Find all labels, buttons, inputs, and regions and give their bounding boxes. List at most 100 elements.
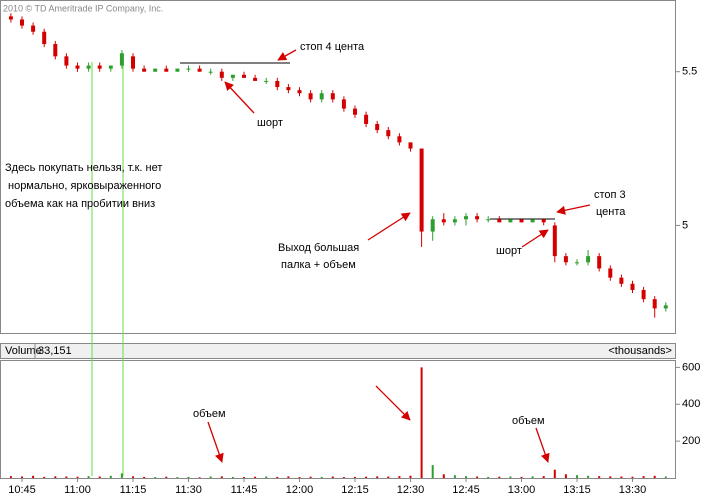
volume-bar <box>32 475 35 478</box>
candle-body <box>64 56 69 66</box>
candle-body <box>475 216 480 220</box>
volume-bar <box>653 475 656 478</box>
candle-body <box>541 219 546 223</box>
volume-bar <box>354 476 356 478</box>
candle-body <box>397 136 402 143</box>
volume-bar <box>376 476 379 478</box>
candle-body <box>108 65 113 69</box>
candle-body <box>619 277 624 284</box>
arrow <box>277 49 297 61</box>
candle-body <box>31 25 36 32</box>
candle-body <box>186 68 191 70</box>
x-tick-label: 12:00 <box>286 484 314 496</box>
candle-body <box>175 68 180 72</box>
x-tick-label: 13:15 <box>563 484 591 496</box>
annotation: цента <box>596 206 626 218</box>
candle-body <box>308 93 313 100</box>
volume-bar <box>98 476 101 478</box>
candle-body <box>264 80 269 82</box>
volume-bar <box>531 476 534 478</box>
candle-body <box>663 305 668 309</box>
volume-bar <box>132 476 134 478</box>
volume-bar <box>76 476 79 478</box>
volume-bar <box>453 475 456 478</box>
candle-body <box>375 123 380 131</box>
candle-body <box>652 299 657 309</box>
volume-bar <box>564 474 567 478</box>
candle-body <box>153 68 158 72</box>
arrow <box>535 427 550 463</box>
x-tick-label: 13:30 <box>619 484 647 496</box>
candle-body <box>341 99 346 109</box>
volume-last: 33,151 <box>38 345 72 357</box>
candle-body <box>430 219 435 232</box>
candle-body <box>641 289 646 300</box>
volume-bar <box>231 476 234 478</box>
candle-body <box>208 71 213 73</box>
annotation: Здесь покупать нельзя, т.к. нет <box>5 162 162 174</box>
candle-body <box>408 142 413 149</box>
volume-bar <box>664 476 667 478</box>
arrow <box>367 212 411 241</box>
candle-body <box>253 77 258 81</box>
volume-bar <box>276 476 279 478</box>
volume-bar <box>87 476 90 478</box>
volume-bar <box>620 476 623 478</box>
y-tick-label: 5.5 <box>682 66 697 78</box>
candle-body <box>164 68 169 72</box>
annotation: объем <box>193 408 226 420</box>
annotation: стоп 4 цента <box>300 41 365 53</box>
volume-bar <box>465 476 467 478</box>
volume-bar <box>420 367 423 478</box>
candle-body <box>42 31 47 45</box>
volume-bar <box>509 476 512 478</box>
volume-bar <box>154 477 157 478</box>
candle-body <box>20 19 24 26</box>
x-tick-label: 12:45 <box>452 484 480 496</box>
x-tick-label: 11:15 <box>120 484 147 496</box>
candle-body <box>297 90 302 94</box>
volume-bar <box>331 476 334 478</box>
candle-body <box>330 93 335 100</box>
volume-panel <box>0 360 676 479</box>
arrow <box>375 385 411 421</box>
candle-body <box>53 44 58 57</box>
x-tick-label: 10:45 <box>8 484 36 496</box>
x-tick-label: 11:30 <box>175 484 202 496</box>
volume-bar <box>265 476 268 478</box>
candle-body <box>8 16 13 20</box>
candle-body <box>319 93 324 100</box>
volume-bar <box>587 475 590 478</box>
volume-units: <thousands> <box>608 345 672 357</box>
volume-bar <box>365 476 368 478</box>
volume-bar <box>431 465 434 478</box>
volume-bar <box>576 475 578 478</box>
y-tick-label: 5 <box>682 219 688 231</box>
candle-body <box>364 114 369 124</box>
volume-bar <box>165 476 168 478</box>
volume-bar <box>254 476 257 478</box>
volume-bar <box>409 475 412 478</box>
candle-body <box>575 262 579 264</box>
price-panel <box>0 0 676 334</box>
volume-bar <box>487 476 490 478</box>
annotation: объем <box>512 415 545 427</box>
y-tick-label: 200 <box>682 435 700 447</box>
candle-body <box>508 219 513 223</box>
y-tick-label: 600 <box>682 361 700 373</box>
annotation: Выход большая <box>278 242 359 254</box>
candle-body <box>441 219 446 223</box>
volume-bar <box>287 476 290 478</box>
candle-body <box>419 148 424 232</box>
candle-body <box>75 65 80 69</box>
x-tick-label: 11:00 <box>64 484 91 496</box>
volume-bar <box>9 476 12 478</box>
candle-body <box>586 256 591 263</box>
candle-body <box>86 65 91 69</box>
candle-body <box>519 219 524 223</box>
annotation: шорт <box>257 117 283 129</box>
candle-body <box>386 130 391 137</box>
candle-body <box>97 65 102 69</box>
volume-bar <box>320 476 323 478</box>
